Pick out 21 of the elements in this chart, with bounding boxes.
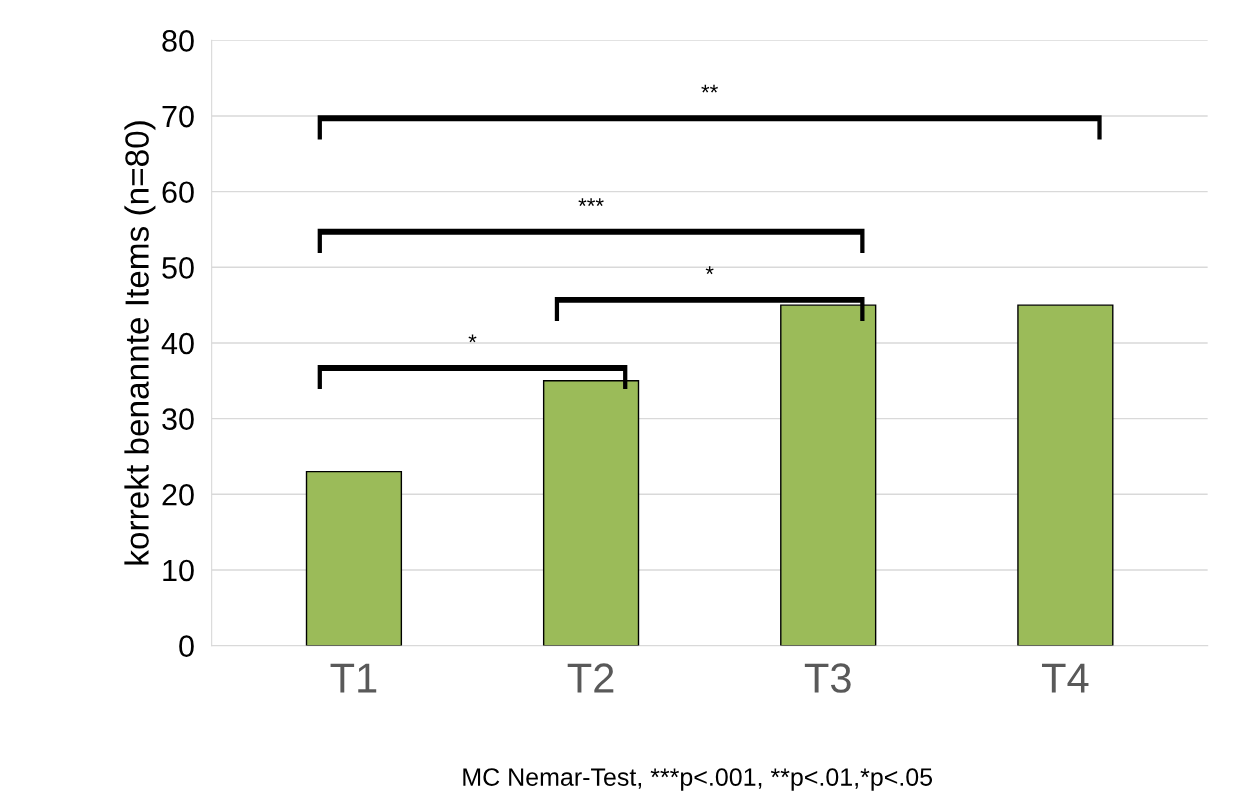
bar	[1017, 304, 1114, 646]
y-tick-label: 70	[162, 105, 194, 128]
annotation: *	[468, 334, 477, 343]
x-tick-label: T1	[330, 663, 377, 693]
annotation: ***	[578, 198, 604, 207]
y-tick-label: 60	[162, 181, 194, 204]
y-tick-label: 40	[161, 332, 194, 355]
y-tick-label: 30	[162, 408, 194, 430]
y-tick-label: 20	[162, 484, 194, 506]
y-tick-label: 80	[162, 30, 194, 52]
y-tick-label: 0	[179, 635, 194, 657]
bar	[305, 470, 403, 646]
y-tick-label: 50	[162, 257, 194, 279]
x-tick-label: T4	[1041, 663, 1089, 693]
x-tick-label: T2	[567, 663, 614, 693]
y-axis-title: korrekt benannte Items (n=80)	[124, 121, 156, 565]
annotation: **	[701, 84, 718, 93]
y-tick-label: 10	[163, 559, 194, 582]
x-tick-label: T3	[804, 663, 851, 693]
text: MC Nemar-Test, ***p<.001, **p<.01,*p<.05	[463, 768, 933, 791]
annotation: *	[705, 266, 714, 275]
